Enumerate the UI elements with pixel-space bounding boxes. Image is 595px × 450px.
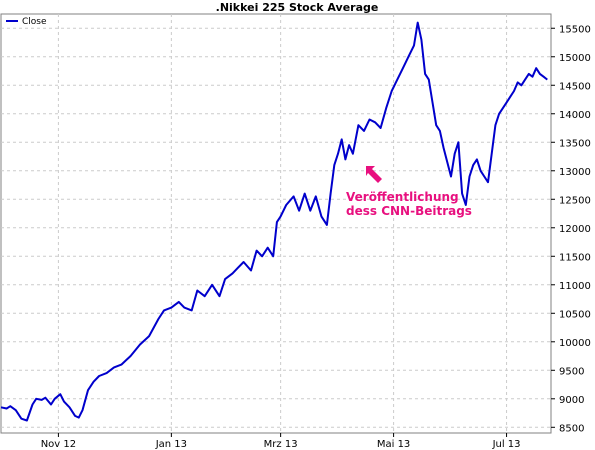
- x-tick-label: Jan 13: [155, 439, 187, 450]
- y-axis: 8500 9000 9500 10000 10500 11000 11500 12000 125…: [551, 24, 591, 434]
- annotation: Veröffentlichung dess CNN-Beitrags: [346, 166, 472, 218]
- y-tick-label: 9000: [559, 395, 584, 406]
- y-tick-label: 10000: [559, 338, 591, 349]
- series-close: [0, 21, 548, 422]
- horizontal-grid: [1, 27, 551, 428]
- y-tick-label: 12000: [559, 224, 591, 235]
- chart-title: .Nikkei 225 Stock Average: [216, 1, 379, 14]
- y-tick-label: 10500: [559, 309, 591, 320]
- y-tick-label: 11500: [559, 252, 591, 263]
- x-tick-label: Mai 13: [377, 439, 410, 450]
- y-tick-label: 15000: [559, 53, 591, 64]
- y-tick-label: 13500: [559, 138, 591, 149]
- y-tick-label: 14000: [559, 110, 591, 121]
- y-tick-label: 8500: [559, 423, 584, 434]
- vertical-grid: [57, 14, 508, 433]
- x-tick-label: Mrz 13: [264, 439, 298, 450]
- y-tick-label: 13000: [559, 167, 591, 178]
- y-tick-label: 15500: [559, 24, 591, 35]
- y-tick-label: 12500: [559, 195, 591, 206]
- legend: Close: [6, 17, 47, 27]
- y-tick-label: 14500: [559, 81, 591, 92]
- x-axis: Nov 12 Jan 13 Mrz 13 Mai 13 Jul 13: [41, 433, 521, 450]
- annotation-line-2: dess CNN-Beitrags: [346, 204, 472, 218]
- annotation-arrow: [366, 166, 382, 183]
- legend-label-close: Close: [22, 17, 47, 27]
- x-tick-label: Nov 12: [41, 439, 76, 450]
- series-line-close: [0, 21, 548, 422]
- x-tick-label: Jul 13: [492, 439, 521, 450]
- y-tick-label: 11000: [559, 281, 591, 292]
- annotation-line-1: Veröffentlichung: [346, 190, 459, 204]
- y-tick-label: 9500: [559, 366, 584, 377]
